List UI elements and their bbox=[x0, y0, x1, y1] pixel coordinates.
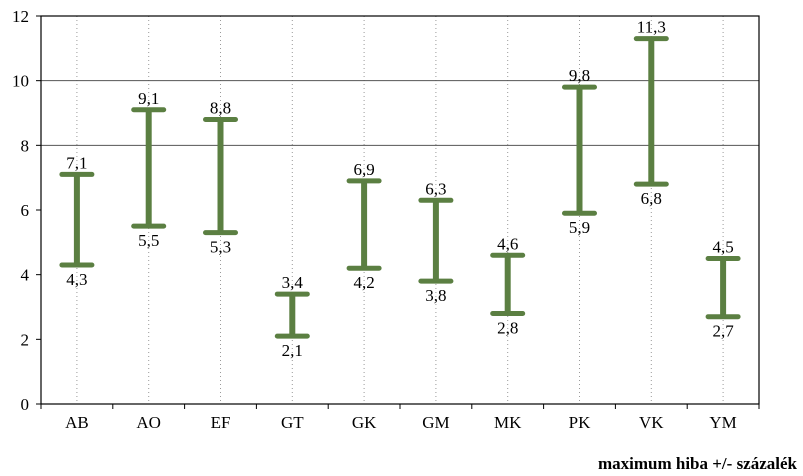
label-layer: 7,1 4,3 9,1 5,5 8,8 5,3 3,4 2,1 6,9 4,2 6,3 3,8 4,6 2… bbox=[66, 18, 734, 360]
y-tick-label: 0 bbox=[21, 395, 30, 414]
high-value-label: 11,3 bbox=[637, 18, 666, 37]
low-value-label: 5,3 bbox=[210, 238, 231, 257]
low-value-label: 5,5 bbox=[138, 231, 159, 250]
high-value-label: 4,5 bbox=[712, 238, 733, 257]
category-label: PK bbox=[569, 413, 591, 432]
low-value-label: 6,8 bbox=[641, 189, 662, 208]
y-tick-label: 10 bbox=[12, 72, 29, 91]
high-value-label: 7,1 bbox=[66, 153, 87, 172]
category-label: GT bbox=[281, 413, 304, 432]
y-tick-label: 8 bbox=[21, 136, 30, 155]
high-value-label: 4,6 bbox=[497, 234, 518, 253]
low-value-label: 3,8 bbox=[425, 286, 446, 305]
high-value-label: 9,8 bbox=[569, 66, 590, 85]
range-bar bbox=[277, 294, 307, 336]
category-label: EF bbox=[211, 413, 231, 432]
category-label: YM bbox=[709, 413, 736, 432]
range-bar bbox=[134, 110, 164, 226]
chart-footnote: maximum hiba +/- százalék bbox=[598, 454, 797, 474]
high-value-label: 6,3 bbox=[425, 179, 446, 198]
range-bar bbox=[349, 181, 379, 268]
low-value-label: 2,1 bbox=[282, 341, 303, 360]
category-label: VK bbox=[639, 413, 664, 432]
category-label: AB bbox=[65, 413, 89, 432]
high-value-label: 3,4 bbox=[282, 273, 304, 292]
low-value-label: 2,7 bbox=[712, 322, 734, 341]
high-value-label: 6,9 bbox=[353, 160, 374, 179]
y-tick-label: 6 bbox=[21, 201, 30, 220]
y-tick-label: 2 bbox=[21, 330, 30, 349]
high-value-label: 9,1 bbox=[138, 89, 159, 108]
range-bar bbox=[565, 87, 595, 213]
low-value-label: 4,3 bbox=[66, 270, 87, 289]
axis-layer: 0 2 4 6 8 10 12 AB AO EF GT GK GM MK PK VK YM bbox=[12, 7, 759, 432]
bar-layer bbox=[62, 39, 738, 336]
range-bar bbox=[421, 200, 451, 281]
range-bar bbox=[62, 174, 92, 265]
y-tick-label: 12 bbox=[12, 7, 29, 26]
range-bar bbox=[636, 39, 666, 185]
low-value-label: 4,2 bbox=[353, 273, 374, 292]
low-value-label: 2,8 bbox=[497, 318, 518, 337]
low-value-label: 5,9 bbox=[569, 218, 590, 237]
category-label: MK bbox=[494, 413, 522, 432]
category-label: AO bbox=[136, 413, 161, 432]
range-bar bbox=[206, 119, 236, 232]
category-label: GM bbox=[422, 413, 449, 432]
range-bar bbox=[708, 259, 738, 317]
y-tick-label: 4 bbox=[21, 266, 30, 285]
category-label: GK bbox=[352, 413, 377, 432]
range-bar bbox=[493, 255, 523, 313]
high-value-label: 8,8 bbox=[210, 98, 231, 117]
